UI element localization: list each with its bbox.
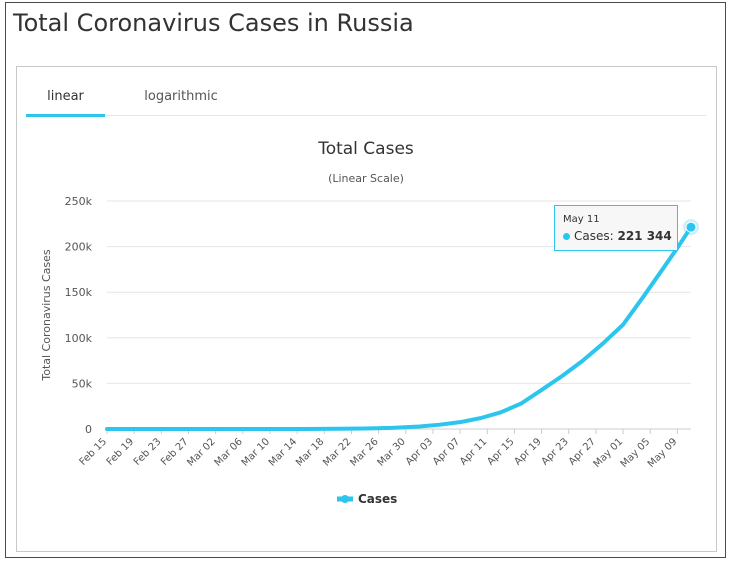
y-tick-label: 100k <box>65 332 93 345</box>
x-tick-label: Feb 27 <box>159 436 191 468</box>
legend[interactable]: Cases <box>337 492 397 506</box>
x-tick-label: Mar 06 <box>213 436 245 468</box>
tooltip-date: May 11 <box>563 214 600 225</box>
tooltip-series-name: Cases <box>574 229 610 243</box>
x-tick-label: Mar 22 <box>321 436 353 468</box>
chart-container <box>5 2 726 558</box>
x-tick-label: Mar 02 <box>185 436 217 468</box>
highlight-point <box>685 221 697 233</box>
x-tick-label: May 09 <box>646 436 680 470</box>
tooltip-row: Cases: 221 344 <box>563 229 672 243</box>
y-tick-label: 200k <box>65 241 93 254</box>
y-tick-labels: 0 50k 100k 150k 200k 250k <box>65 195 93 436</box>
chart-panel: linear logarithmic <box>16 66 717 552</box>
y-tick-label: 0 <box>85 423 92 436</box>
chart-subtitle: (Linear Scale) <box>328 172 404 185</box>
x-tick-label: Apr 19 <box>512 436 543 467</box>
x-tick-label: Apr 07 <box>431 436 462 467</box>
x-tick-label: Mar 14 <box>267 436 299 468</box>
y-tick-label: 50k <box>72 377 93 390</box>
y-axis-label: Total Coronavirus Cases <box>40 249 53 382</box>
y-tick-label: 150k <box>65 286 93 299</box>
x-tick-label: Feb 19 <box>105 436 137 468</box>
x-tick-label: Apr 03 <box>404 436 435 467</box>
tab-logarithmic[interactable]: logarithmic <box>144 89 218 104</box>
x-tick-label: Apr 15 <box>485 436 516 467</box>
tab-linear[interactable]: linear <box>26 79 105 117</box>
legend-marker-cases <box>341 495 349 503</box>
x-tick-label: Apr 11 <box>458 436 489 467</box>
y-tick-label: 250k <box>65 195 93 208</box>
x-tick-label: Mar 30 <box>376 436 408 468</box>
x-tick-label: Mar 18 <box>294 436 326 468</box>
tooltip-series-dot <box>563 233 570 240</box>
legend-label-cases[interactable]: Cases <box>358 492 397 506</box>
x-tick-label: Feb 15 <box>78 436 110 468</box>
tooltip: May 11 Cases: 221 344 <box>554 205 678 251</box>
series-line-cases <box>105 225 693 431</box>
series-cases <box>105 219 699 431</box>
x-tick-label: Apr 23 <box>540 436 571 467</box>
x-tick-label: Mar 26 <box>348 436 380 468</box>
chart-title: Total Cases <box>317 139 414 159</box>
x-tick-label: Feb 23 <box>132 436 164 468</box>
page-title: Total Coronavirus Cases in Russia <box>13 9 414 37</box>
tooltip-value: 221 344 <box>617 229 672 243</box>
x-tick-label: Mar 10 <box>240 436 272 468</box>
scale-tabs: linear logarithmic <box>26 79 706 117</box>
